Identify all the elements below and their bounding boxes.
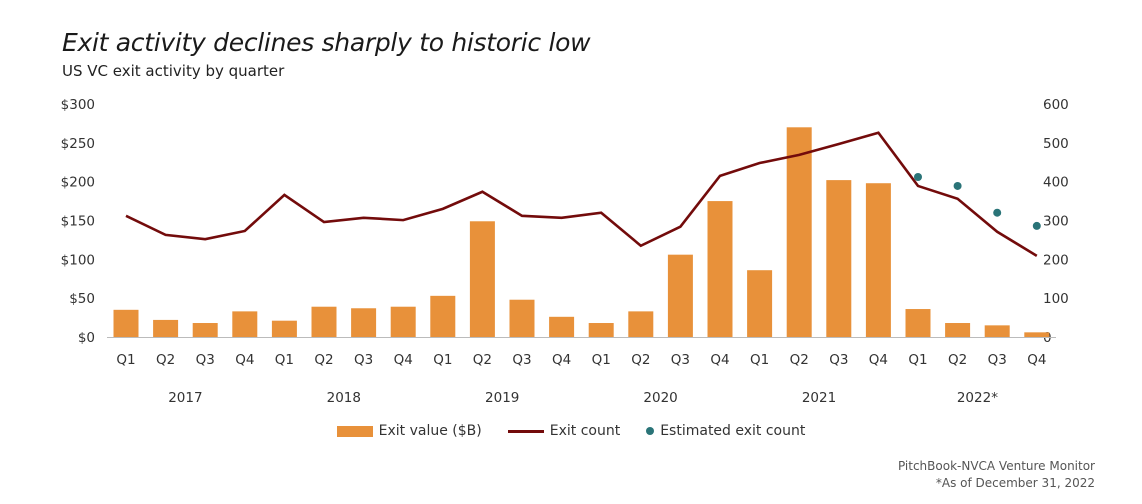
line-exit-count [125, 131, 1038, 257]
quarter-label: Q2 [156, 352, 175, 368]
quarter-label: Q3 [671, 352, 690, 368]
bar-exit-value [311, 306, 337, 337]
line-swatch [507, 429, 544, 433]
bar-exit-value [707, 201, 733, 337]
chart-subtitle: US VC exit activity by quarter [62, 62, 285, 80]
bar-exit-value [430, 295, 456, 337]
point-estimated-exit-count [993, 208, 1002, 217]
bar-exit-value [192, 323, 218, 337]
bar-exit-value [865, 183, 891, 337]
right-axis-tick: 100 [1043, 291, 1069, 307]
legend-label: Exit count [549, 423, 621, 439]
bar-exit-value [153, 319, 179, 337]
quarter-label: Q4 [1027, 352, 1046, 368]
quarter-label: Q1 [116, 352, 135, 368]
quarter-label: Q1 [433, 352, 452, 368]
right-axis-tick: 500 [1043, 136, 1069, 152]
bar-exit-value [628, 311, 654, 337]
bar-exit-value [113, 309, 139, 337]
source-note: PitchBook-NVCA Venture Monitor *As of De… [898, 458, 1095, 492]
quarter-label: Q2 [790, 352, 809, 368]
legend-label: Estimated exit count [660, 423, 806, 439]
bar-exit-value [588, 323, 614, 337]
dot-swatch [646, 427, 655, 435]
quarter-label: Q1 [908, 352, 927, 368]
quarter-label: Q3 [829, 352, 848, 368]
quarter-label: Q4 [710, 352, 729, 368]
right-axis-tick: 300 [1043, 214, 1069, 230]
quarter-label: Q3 [988, 352, 1007, 368]
right-axis-tick: 600 [1043, 97, 1069, 113]
legend-label: Exit value ($B) [378, 423, 482, 439]
quarter-label: Q2 [473, 352, 492, 368]
year-label: 2021 [802, 390, 836, 406]
bar-exit-value [390, 306, 416, 337]
year-label: 2022* [957, 390, 998, 406]
left-axis-tick: $150 [61, 214, 95, 230]
source-line: PitchBook-NVCA Venture Monitor [897, 459, 1095, 473]
bar-exit-value [1024, 332, 1050, 337]
quarter-label: Q4 [394, 352, 413, 368]
legend-item-exit-count: Exit count [507, 423, 621, 439]
bar-exit-value [826, 180, 852, 337]
year-label: 2017 [168, 390, 202, 406]
year-label: 2018 [327, 390, 361, 406]
bar-swatch [336, 425, 373, 437]
year-label: 2020 [643, 390, 677, 406]
quarter-label: Q1 [592, 352, 611, 368]
legend-item-estimated: Estimated exit count [646, 423, 805, 439]
bar-exit-value [509, 299, 535, 337]
quarter-label: Q1 [750, 352, 769, 368]
point-estimated-exit-count [1032, 221, 1041, 230]
legend: Exit value ($B) Exit count Estimated exi… [0, 423, 1142, 439]
quarter-label: Q4 [552, 352, 571, 368]
quarter-label: Q2 [631, 352, 650, 368]
quarter-label: Q3 [512, 352, 531, 368]
bar-exit-value [905, 309, 931, 337]
left-axis-tick: $50 [69, 291, 95, 307]
bar-exit-value [786, 127, 812, 337]
bar-exit-value [747, 270, 773, 337]
left-axis-tick: $0 [78, 330, 95, 346]
left-axis-tick: $200 [61, 175, 95, 191]
quarter-label: Q3 [196, 352, 215, 368]
left-axis-tick: $300 [61, 97, 95, 113]
legend-item-exit-value: Exit value ($B) [336, 423, 482, 439]
bar-exit-value [232, 311, 258, 337]
right-axis-tick: 400 [1043, 175, 1069, 191]
quarter-label: Q2 [948, 352, 967, 368]
right-axis-tick: 200 [1043, 252, 1069, 268]
bar-exit-value [667, 254, 693, 337]
quarter-label: Q4 [235, 352, 254, 368]
left-axis-tick: $100 [61, 252, 95, 268]
quarter-label: Q4 [869, 352, 888, 368]
quarter-label: Q2 [314, 352, 333, 368]
point-estimated-exit-count [953, 181, 962, 190]
bar-exit-value [549, 316, 575, 337]
year-label: 2019 [485, 390, 519, 406]
chart-title: Exit activity declines sharply to histor… [62, 28, 591, 57]
as-of-note: *As of December 31, 2022 [935, 476, 1095, 490]
point-estimated-exit-count [914, 173, 922, 182]
bar-exit-value [945, 323, 971, 337]
bar-exit-value [469, 221, 495, 337]
bar-exit-value [351, 308, 377, 337]
left-axis-tick: $250 [61, 136, 95, 152]
quarter-label: Q1 [275, 352, 294, 368]
bar-exit-value [984, 325, 1010, 337]
bar-exit-value [271, 320, 297, 337]
quarter-label: Q3 [354, 352, 373, 368]
